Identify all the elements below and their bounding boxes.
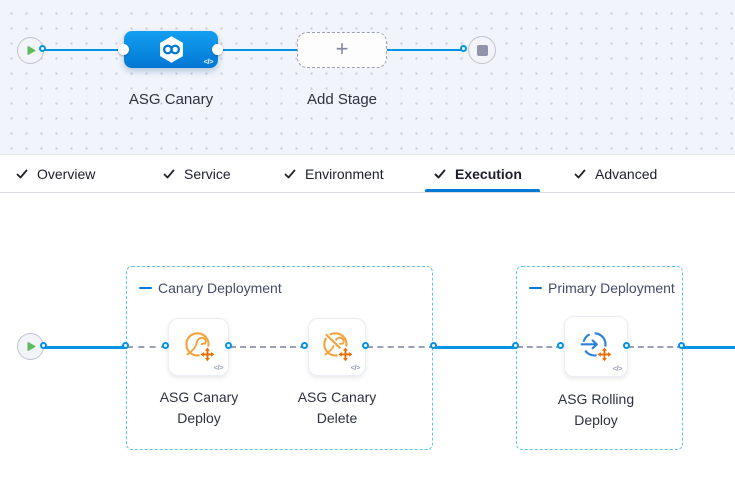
plus-icon: +: [335, 36, 349, 61]
connector-port[interactable]: [224, 341, 232, 349]
connector-line-dashed: [127, 346, 167, 348]
execution-start-node[interactable]: [17, 333, 44, 360]
check-icon: [163, 169, 175, 178]
group-title: Canary Deployment: [158, 280, 282, 296]
active-tab-indicator: [425, 189, 540, 192]
connector-line-dashed: [367, 346, 435, 348]
asg-rolling-deploy-icon: [580, 331, 613, 362]
stage-graph-canvas[interactable]: </> ASG Canary + Add Stage: [0, 0, 735, 155]
tab-overview[interactable]: Overview: [15, 155, 95, 192]
connector-port[interactable]: [361, 341, 369, 349]
stage-connector-line: [30, 49, 465, 51]
asg-canary-delete-icon: [323, 332, 354, 363]
check-icon: [16, 169, 28, 178]
cd-hexagon-infinity-icon: [159, 36, 183, 63]
tab-execution[interactable]: Execution: [433, 155, 522, 192]
connector-port[interactable]: [677, 341, 685, 349]
connector-port[interactable]: [556, 341, 564, 349]
connector-line-dashed: [628, 346, 683, 348]
check-icon: [284, 169, 296, 178]
connector-port[interactable]: [118, 44, 129, 55]
connector-line-dashed: [230, 346, 306, 348]
connector-line: [683, 345, 735, 349]
stop-icon: [476, 44, 488, 56]
connector-port[interactable]: [429, 341, 437, 349]
step-label: ASG Canary Deploy: [159, 389, 239, 426]
step-node-asg-canary-delete[interactable]: </>: [308, 318, 366, 376]
tab-label: Advanced: [595, 165, 658, 182]
group-title: Primary Deployment: [548, 280, 675, 296]
tab-label: Overview: [37, 165, 96, 182]
tab-label: Environment: [305, 165, 384, 182]
tab-label: Execution: [455, 165, 522, 182]
step-node-asg-rolling-deploy[interactable]: </>: [564, 316, 628, 377]
connector-line-dashed: [517, 346, 562, 348]
group-header[interactable]: Canary Deployment: [139, 280, 282, 296]
step-label: ASG Canary Delete: [297, 389, 377, 426]
asg-canary-deploy-icon: [184, 332, 215, 363]
connector-port[interactable]: [459, 44, 467, 52]
connector-port[interactable]: [121, 341, 129, 349]
connector-line: [435, 345, 517, 349]
group-header[interactable]: Primary Deployment: [529, 280, 675, 296]
connector-port[interactable]: [39, 341, 47, 349]
connector-port[interactable]: [212, 44, 223, 55]
yaml-code-badge: </>: [213, 363, 224, 372]
step-group-primary-deployment[interactable]: Primary Deployment: [516, 266, 683, 450]
connector-port[interactable]: [511, 341, 519, 349]
step-label: ASG Rolling Deploy: [557, 391, 635, 428]
add-stage-button[interactable]: +: [297, 32, 387, 68]
connector-port[interactable]: [300, 341, 308, 349]
collapse-minus-icon[interactable]: [139, 286, 152, 290]
add-stage-label: Add Stage: [306, 91, 378, 108]
step-group-canary-deployment[interactable]: Canary Deployment: [126, 266, 433, 450]
tab-label: Service: [184, 165, 231, 182]
check-icon: [434, 169, 446, 178]
yaml-code-badge: </>: [350, 363, 361, 372]
yaml-code-badge: </>: [612, 364, 623, 373]
yaml-code-badge: </>: [203, 57, 214, 66]
play-icon: [27, 342, 36, 351]
connector-port[interactable]: [161, 341, 169, 349]
check-icon: [574, 169, 586, 178]
connector-port[interactable]: [622, 341, 630, 349]
tab-advanced[interactable]: Advanced: [573, 155, 657, 192]
stage-node-asg-canary[interactable]: </>: [124, 31, 218, 68]
tab-environment[interactable]: Environment: [283, 155, 384, 192]
tab-service[interactable]: Service: [162, 155, 231, 192]
collapse-minus-icon[interactable]: [529, 286, 542, 290]
stage-label: ASG Canary: [128, 91, 214, 108]
step-node-asg-canary-deploy[interactable]: </>: [168, 318, 229, 376]
execution-graph-canvas[interactable]: Canary Deployment Primary Deployment </>…: [0, 193, 735, 501]
pipeline-end-node[interactable]: [468, 36, 496, 64]
connector-port[interactable]: [39, 44, 46, 52]
connector-line: [31, 345, 127, 349]
stage-config-tabs: Overview Service Environment Execution A…: [0, 155, 735, 193]
play-icon: [27, 46, 36, 55]
